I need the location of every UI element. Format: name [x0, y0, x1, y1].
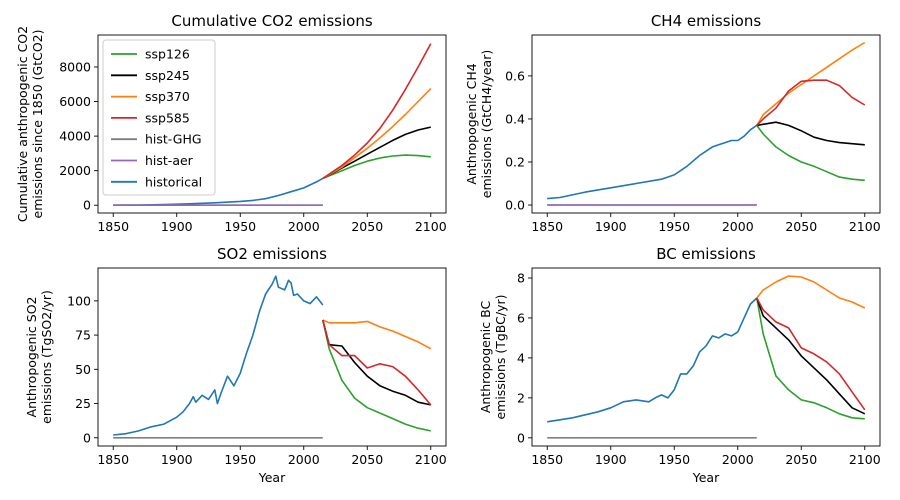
bc-ylabel: Anthropogenic BCemissions (TgBC/yr) [478, 294, 508, 419]
ch4-ytick-label: 0.2 [505, 154, 525, 169]
so2-ytick-label: 75 [75, 328, 91, 343]
ch4-ytick-label: 0.4 [505, 111, 525, 126]
ch4-ytick-label: 0.6 [505, 68, 525, 83]
bc-xtick-label: 2000 [722, 452, 754, 467]
legend-label-hist-GHG: hist-GHG [145, 132, 202, 147]
so2-ytick-label: 50 [75, 362, 91, 377]
bc-series-historical [547, 297, 758, 423]
so2-xtick-label: 2050 [351, 452, 383, 467]
so2-series-ssp245 [322, 319, 431, 406]
so2-xtick-label: 1850 [97, 452, 129, 467]
ch4-series-ssp245 [756, 121, 865, 146]
bc-ytick-label: 4 [517, 350, 525, 365]
ch4-axes-frame [531, 34, 881, 214]
so2-title: SO2 emissions [217, 245, 327, 263]
ch4-series-ssp126 [756, 124, 865, 182]
co2-xtick-label: 2100 [415, 219, 447, 234]
co2-xtick-label: 1950 [224, 219, 256, 234]
co2-series-ssp126 [322, 154, 431, 180]
bc-ylabel-line: emissions (TgBC/yr) [493, 294, 508, 419]
ch4-xtick-label: 1950 [658, 219, 690, 234]
bc-xlabel: Year [692, 470, 720, 485]
bc-ytick-label: 8 [517, 270, 525, 285]
co2-series-ssp370 [322, 88, 432, 180]
co2-xtick-label: 2000 [288, 219, 320, 234]
so2-xtick-label: 1950 [224, 452, 256, 467]
co2-xtick-label: 2050 [351, 219, 383, 234]
co2-ytick-label: 4000 [59, 129, 91, 144]
ch4-chart: CH4 emissions 1850 1900 1950 2000 2050 2100 0.0… [464, 12, 881, 234]
legend-label-ssp370: ssp370 [145, 89, 190, 104]
bc-series-ssp126 [756, 297, 865, 420]
bc-series-ssp245 [756, 297, 866, 415]
ch4-xtick-label: 1900 [595, 219, 627, 234]
legend-label-historical: historical [145, 174, 202, 189]
so2-series-ssp370 [322, 319, 432, 350]
so2-ylabel: Anthropogenic SO2emissions (TgSO2/yr) [24, 290, 54, 424]
co2-xtick-label: 1850 [97, 219, 129, 234]
so2-axes-frame [97, 267, 447, 447]
ch4-xtick-label: 2000 [722, 219, 754, 234]
legend-label-hist-aer: hist-aer [145, 153, 194, 168]
ch4-ylabel: Anthropogenic CH4emissions (GtCH4/year) [464, 50, 494, 198]
bc-chart: BC emissions 1850 1900 1950 2000 2050 2100 0 2 4 6… [478, 245, 881, 485]
legend-label-ssp126: ssp126 [145, 47, 190, 62]
bc-ylabel-line: Anthropogenic BC [478, 301, 493, 414]
co2-title: Cumulative CO2 emissions [171, 12, 372, 30]
ch4-xtick-label: 2100 [849, 219, 881, 234]
bc-series-ssp585 [756, 297, 866, 411]
so2-series-ssp585 [322, 319, 432, 406]
co2-ytick-label: 2000 [59, 163, 91, 178]
bc-ytick-label: 0 [517, 430, 525, 445]
ch4-ytick-label: 0.0 [505, 198, 525, 213]
ch4-title: CH4 emissions [651, 12, 762, 30]
ch4-xtick-label: 2050 [785, 219, 817, 234]
co2-ytick-label: 0 [83, 198, 91, 213]
co2-chart: Cumulative CO2 emissions 1850 1900 1950 2000… [15, 12, 447, 234]
bc-series-ssp370 [756, 275, 866, 309]
ch4-xtick-label: 1850 [531, 219, 563, 234]
legend-box [102, 39, 216, 196]
so2-chart: SO2 emissions 1850 1900 1950 2000 2050 2100 0 25… [24, 245, 447, 485]
so2-ylabel-line: emissions (TgSO2/yr) [39, 290, 54, 424]
so2-xtick-label: 1900 [161, 452, 193, 467]
bc-xtick-label: 1900 [595, 452, 627, 467]
co2-ylabel-line: Cumulative anthropogenic CO2 [15, 26, 30, 222]
co2-ylabel-line: emissions since 1850 (GtCO2) [30, 30, 45, 219]
so2-ytick-label: 25 [75, 396, 91, 411]
bc-xtick-label: 2100 [849, 452, 881, 467]
ch4-series-historical [547, 124, 758, 200]
ch4-series-ssp585 [756, 79, 866, 126]
so2-series-historical [113, 275, 324, 436]
so2-xtick-label: 2000 [288, 452, 320, 467]
so2-ytick-label: 0 [83, 430, 91, 445]
co2-axes-frame [97, 34, 447, 214]
so2-series-ssp126 [322, 319, 431, 432]
co2-ytick-label: 8000 [59, 59, 91, 74]
legend: ssp126 ssp245 ssp370 ssp585 hist-GHG hist-aer… [102, 39, 216, 196]
so2-xlabel: Year [258, 470, 286, 485]
legend-label-ssp585: ssp585 [145, 110, 190, 125]
co2-series-ssp245 [322, 126, 431, 180]
legend-label-ssp245: ssp245 [145, 68, 190, 83]
ch4-ylabel-line: Anthropogenic CH4 [464, 63, 479, 184]
co2-ylabel: Cumulative anthropogenic CO2emissions si… [15, 26, 45, 222]
co2-xtick-label: 1900 [161, 219, 193, 234]
so2-ylabel-line: Anthropogenic SO2 [24, 297, 39, 418]
so2-xtick-label: 2100 [415, 452, 447, 467]
bc-ytick-label: 6 [517, 310, 525, 325]
bc-ytick-label: 2 [517, 390, 525, 405]
bc-title: BC emissions [656, 245, 756, 263]
ch4-series-ssp370 [756, 41, 866, 126]
ch4-ylabel-line: emissions (GtCH4/year) [479, 50, 494, 198]
bc-axes-frame [531, 267, 881, 447]
co2-ytick-label: 6000 [59, 94, 91, 109]
so2-ytick-label: 100 [67, 293, 91, 308]
co2-series-ssp585 [322, 43, 432, 180]
bc-xtick-label: 1950 [658, 452, 690, 467]
bc-xtick-label: 1850 [531, 452, 563, 467]
bc-xtick-label: 2050 [785, 452, 817, 467]
